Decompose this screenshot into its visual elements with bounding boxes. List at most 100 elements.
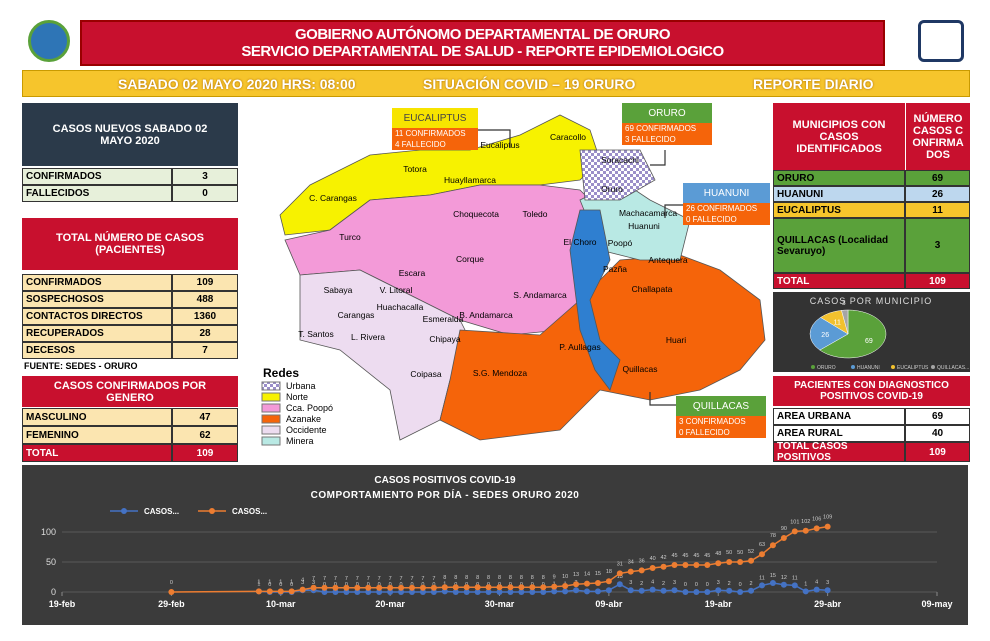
data-label: 11 bbox=[759, 575, 765, 581]
data-label: 8 bbox=[498, 575, 501, 581]
data-label: 0 bbox=[290, 582, 293, 588]
callout-title: ORURO bbox=[622, 103, 712, 123]
series-point bbox=[529, 584, 536, 591]
map-label: Machacamarca bbox=[619, 208, 677, 218]
data-label: 50 bbox=[726, 550, 732, 556]
pie-value-label: 69 bbox=[865, 338, 873, 345]
data-label: 102 bbox=[801, 519, 810, 525]
data-label: 36 bbox=[639, 558, 645, 564]
pie-slice bbox=[809, 317, 849, 351]
data-label: 8 bbox=[465, 575, 468, 581]
data-label: 3 bbox=[717, 580, 720, 586]
row-value: 109 bbox=[905, 442, 970, 462]
map-label: Poopó bbox=[608, 238, 633, 248]
series-point bbox=[693, 562, 700, 568]
pie-legend-dot bbox=[851, 365, 855, 369]
map-label: Totora bbox=[403, 164, 427, 174]
data-label: 1 bbox=[268, 579, 271, 585]
series-point bbox=[354, 589, 361, 595]
map-label: Quillacas bbox=[623, 364, 658, 374]
legend-label: Urbana bbox=[286, 381, 316, 391]
pie-legend-label: HUANUNI bbox=[857, 365, 880, 371]
series-point bbox=[759, 582, 765, 589]
row-label: RECUPERADOS bbox=[22, 325, 172, 342]
callout-line bbox=[478, 129, 511, 148]
series-point bbox=[616, 570, 623, 577]
map-label: Oruro bbox=[601, 184, 623, 194]
row-value: 3 bbox=[172, 168, 238, 185]
data-label: 3 bbox=[673, 580, 676, 586]
data-label: 7 bbox=[323, 576, 326, 582]
chart-title: CASOS POSITIVOS COVID-19 bbox=[374, 475, 516, 486]
series-point bbox=[649, 586, 656, 593]
series-point bbox=[452, 589, 459, 595]
series-point bbox=[562, 583, 569, 589]
series-point bbox=[704, 562, 711, 568]
row-value: 109 bbox=[172, 444, 238, 462]
header-title: GOBIERNO AUTÓNOMO DEPARTAMENTAL DE ORURO bbox=[295, 26, 671, 43]
map-label: Turco bbox=[339, 232, 361, 242]
legend-label: Azanake bbox=[286, 414, 321, 424]
series-point bbox=[354, 584, 361, 591]
legend-title: Redes bbox=[263, 366, 299, 380]
pie-legend-label: EUCALIPTUS bbox=[897, 365, 929, 371]
data-label: 8 bbox=[542, 575, 545, 581]
row-value: 488 bbox=[172, 291, 238, 308]
series-point bbox=[813, 525, 820, 532]
map-label: Chipaya bbox=[429, 334, 460, 344]
x-tick-label: 29-feb bbox=[158, 599, 185, 609]
row-label: TOTAL CASOS POSITIVOS bbox=[773, 441, 905, 463]
map-label: Esmeralda bbox=[423, 314, 464, 324]
new-cases-title: CASOS NUEVOS SABADO 02 MAYO 2020 bbox=[22, 103, 238, 166]
legend-label: Occidente bbox=[286, 425, 327, 435]
data-label: 10 bbox=[562, 574, 568, 580]
row-label: CONFIRMADOS bbox=[22, 274, 172, 291]
row-label: AREA URBANA bbox=[773, 408, 905, 425]
data-label: 14 bbox=[584, 572, 590, 578]
callout-line-text: 69 CONFIRMADOS bbox=[622, 123, 712, 134]
data-label: 4 bbox=[815, 580, 818, 586]
diagnosis-title: PACIENTES CON DIAGNOSTICO POSITIVOS COVI… bbox=[773, 376, 970, 406]
logo-left bbox=[28, 20, 70, 62]
series-point bbox=[769, 542, 776, 549]
pie-legend-label: ORURO bbox=[817, 365, 836, 371]
series-point bbox=[365, 584, 372, 591]
map-label: P. Aullagas bbox=[559, 342, 600, 352]
x-tick-label: 19-abr bbox=[705, 599, 733, 609]
legend-swatch bbox=[261, 381, 281, 391]
map-label: Huachacalla bbox=[377, 302, 424, 312]
data-label: 45 bbox=[693, 553, 699, 559]
series-point bbox=[562, 588, 569, 595]
row-label: EUCALIPTUS bbox=[773, 202, 905, 218]
map-label: Choquecota bbox=[453, 209, 499, 219]
series-point bbox=[660, 587, 667, 594]
report-text: REPORTE DIARIO bbox=[753, 76, 874, 92]
callout-title: QUILLACAS bbox=[676, 396, 766, 416]
data-label: 15 bbox=[595, 571, 601, 577]
data-label: 1 bbox=[290, 579, 293, 585]
legend-swatch bbox=[261, 392, 281, 402]
region-river bbox=[569, 209, 621, 391]
data-label: 52 bbox=[748, 549, 754, 555]
series-point bbox=[507, 584, 514, 591]
x-tick-label: 10-mar bbox=[266, 599, 296, 609]
pie-slice bbox=[841, 309, 849, 335]
totals-title: TOTAL NÚMERO DE CASOS (PACIENTES) bbox=[22, 218, 238, 270]
legend-label: CASOS... bbox=[232, 507, 267, 516]
series-point bbox=[332, 584, 339, 591]
row-label: TOTAL bbox=[773, 273, 905, 289]
row-value: 109 bbox=[172, 274, 238, 291]
series-point bbox=[419, 584, 426, 591]
x-tick-label: 19-feb bbox=[49, 599, 76, 609]
data-label: 7 bbox=[410, 576, 413, 582]
municipalities-header-count: NÚMERO CASOS CONFIRMADOS bbox=[906, 103, 970, 170]
series-point bbox=[430, 584, 437, 591]
pie-value-label: 3 bbox=[842, 300, 846, 307]
legend-dot bbox=[209, 508, 215, 514]
series-point bbox=[310, 584, 317, 591]
series-point bbox=[518, 584, 525, 591]
data-label: 34 bbox=[628, 560, 634, 566]
series-point bbox=[398, 584, 405, 591]
series-point bbox=[715, 587, 722, 594]
row-label: DECESOS bbox=[22, 342, 172, 359]
